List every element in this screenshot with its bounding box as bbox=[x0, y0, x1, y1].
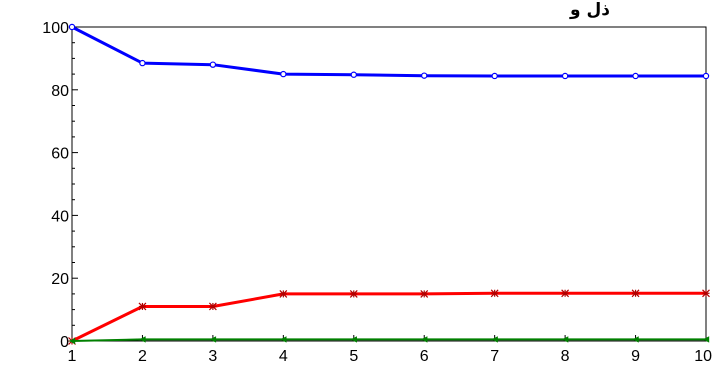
data-point bbox=[208, 302, 217, 311]
data-point bbox=[421, 336, 428, 343]
data-point bbox=[68, 23, 76, 31]
x-tick-label: 4 bbox=[279, 348, 288, 365]
data-point bbox=[280, 336, 287, 343]
data-point bbox=[491, 72, 498, 80]
series-1 bbox=[68, 23, 710, 80]
data-point bbox=[209, 336, 217, 343]
data-point bbox=[350, 71, 357, 78]
data-point bbox=[490, 289, 499, 298]
data-point bbox=[421, 72, 428, 79]
series-line bbox=[71, 338, 706, 342]
series-3 bbox=[68, 336, 710, 345]
y-tick-label: 0 bbox=[60, 334, 69, 351]
data-point bbox=[491, 336, 498, 343]
y-tick-label: 40 bbox=[51, 208, 69, 225]
y-tick-label: 100 bbox=[42, 20, 69, 37]
data-point bbox=[420, 289, 429, 298]
x-tick-label: 1 bbox=[68, 348, 77, 365]
data-point bbox=[702, 289, 710, 298]
x-tick-label: 5 bbox=[349, 348, 358, 365]
data-point bbox=[280, 70, 287, 78]
x-tick-label: 9 bbox=[631, 348, 640, 365]
x-tick-label: 8 bbox=[561, 348, 570, 365]
data-point bbox=[279, 289, 288, 298]
x-tick-label: 7 bbox=[490, 348, 499, 365]
y-tick-label: 20 bbox=[51, 271, 69, 288]
data-point bbox=[68, 337, 76, 345]
data-point bbox=[702, 72, 710, 80]
data-point bbox=[702, 336, 710, 343]
data-point bbox=[350, 336, 357, 343]
x-tick-label: 6 bbox=[420, 348, 429, 365]
data-point bbox=[561, 289, 570, 298]
chart-title-fragment: ذل و bbox=[569, 0, 610, 20]
y-tick-label: 60 bbox=[51, 146, 69, 163]
data-point bbox=[632, 72, 639, 80]
data-point bbox=[561, 72, 569, 80]
data-point bbox=[139, 59, 146, 67]
series-line bbox=[71, 25, 706, 78]
x-tick-label: 10 bbox=[694, 348, 712, 365]
y-tick-label: 80 bbox=[51, 83, 69, 100]
data-point bbox=[632, 336, 639, 343]
data-point bbox=[139, 336, 146, 343]
series-line bbox=[71, 291, 706, 343]
x-tick-label: 2 bbox=[138, 348, 147, 365]
data-point bbox=[349, 289, 358, 298]
data-point bbox=[209, 61, 217, 68]
series-2 bbox=[68, 289, 710, 345]
data-point bbox=[138, 302, 147, 311]
data-point bbox=[631, 289, 640, 298]
x-tick-label: 3 bbox=[208, 348, 217, 365]
data-point bbox=[561, 336, 569, 343]
